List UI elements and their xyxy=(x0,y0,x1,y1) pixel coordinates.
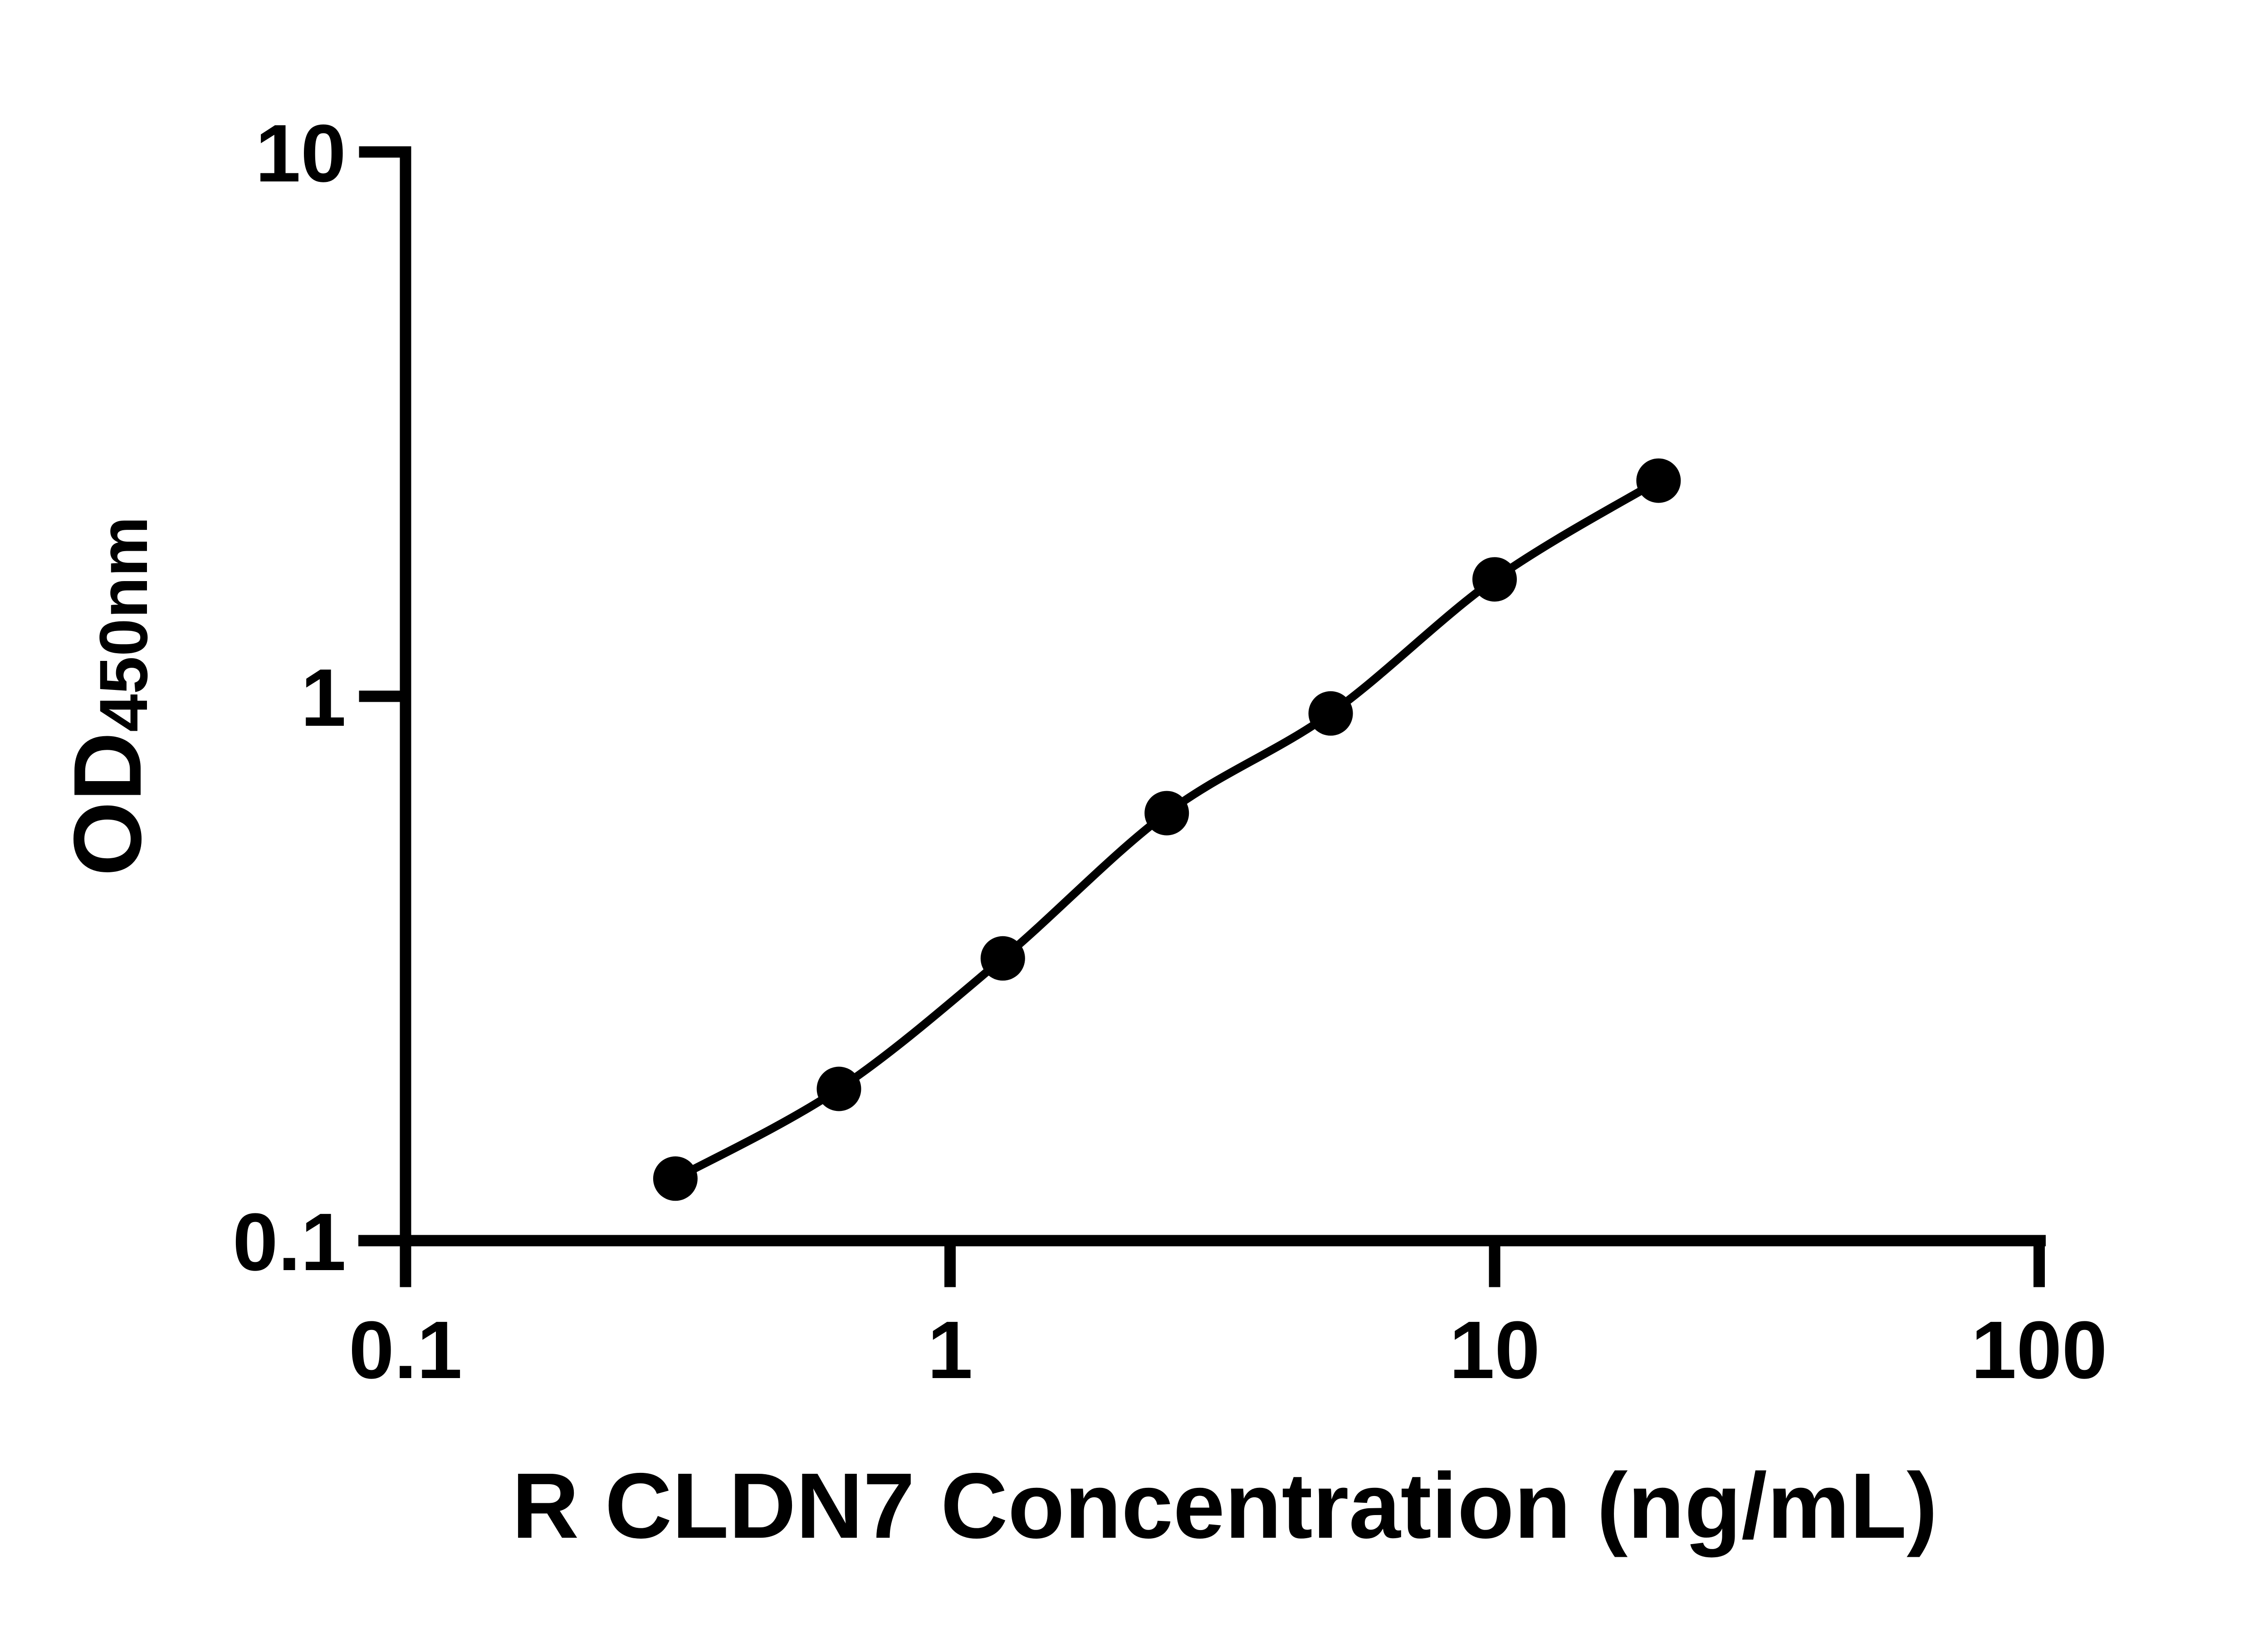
x-tick-label-1: 1 xyxy=(927,1305,973,1396)
x-tick-0.1 xyxy=(400,1246,411,1287)
y-tick-0.1 xyxy=(359,1235,400,1247)
y-axis-title: OD450nm xyxy=(54,516,161,876)
y-tick-1 xyxy=(359,690,400,702)
data-point-20 xyxy=(1636,458,1681,503)
x-tick-label-100: 100 xyxy=(1971,1305,2107,1396)
x-tick-100 xyxy=(2033,1246,2045,1287)
data-point-10 xyxy=(1472,557,1517,602)
axes-layer xyxy=(358,146,2046,1287)
y-axis-title-main: OD xyxy=(54,732,161,876)
x-axis-title: R CLDN7 Concentration (ng/mL) xyxy=(512,1454,1937,1558)
x-axis-spine xyxy=(358,1235,2046,1247)
data-point-5 xyxy=(1308,691,1353,736)
y-tick-label-10: 10 xyxy=(255,108,346,199)
x-tick-1 xyxy=(944,1246,956,1287)
y-tick-label-0.1: 0.1 xyxy=(233,1197,346,1288)
data-point-1.25 xyxy=(980,936,1025,981)
data-layer xyxy=(653,458,1681,1201)
y-tick-label-1: 1 xyxy=(301,652,346,743)
data-point-0.625 xyxy=(816,1066,861,1111)
y-axis-spine xyxy=(400,146,411,1247)
y-axis-title-subscript: 450nm xyxy=(85,516,161,732)
x-tick-10 xyxy=(1489,1246,1501,1287)
x-tick-label-10: 10 xyxy=(1449,1305,1540,1396)
data-point-2.5 xyxy=(1144,791,1189,836)
y-tick-10 xyxy=(359,146,400,158)
x-tick-label-0.1: 0.1 xyxy=(349,1305,462,1396)
data-point-0.313 xyxy=(653,1156,698,1201)
